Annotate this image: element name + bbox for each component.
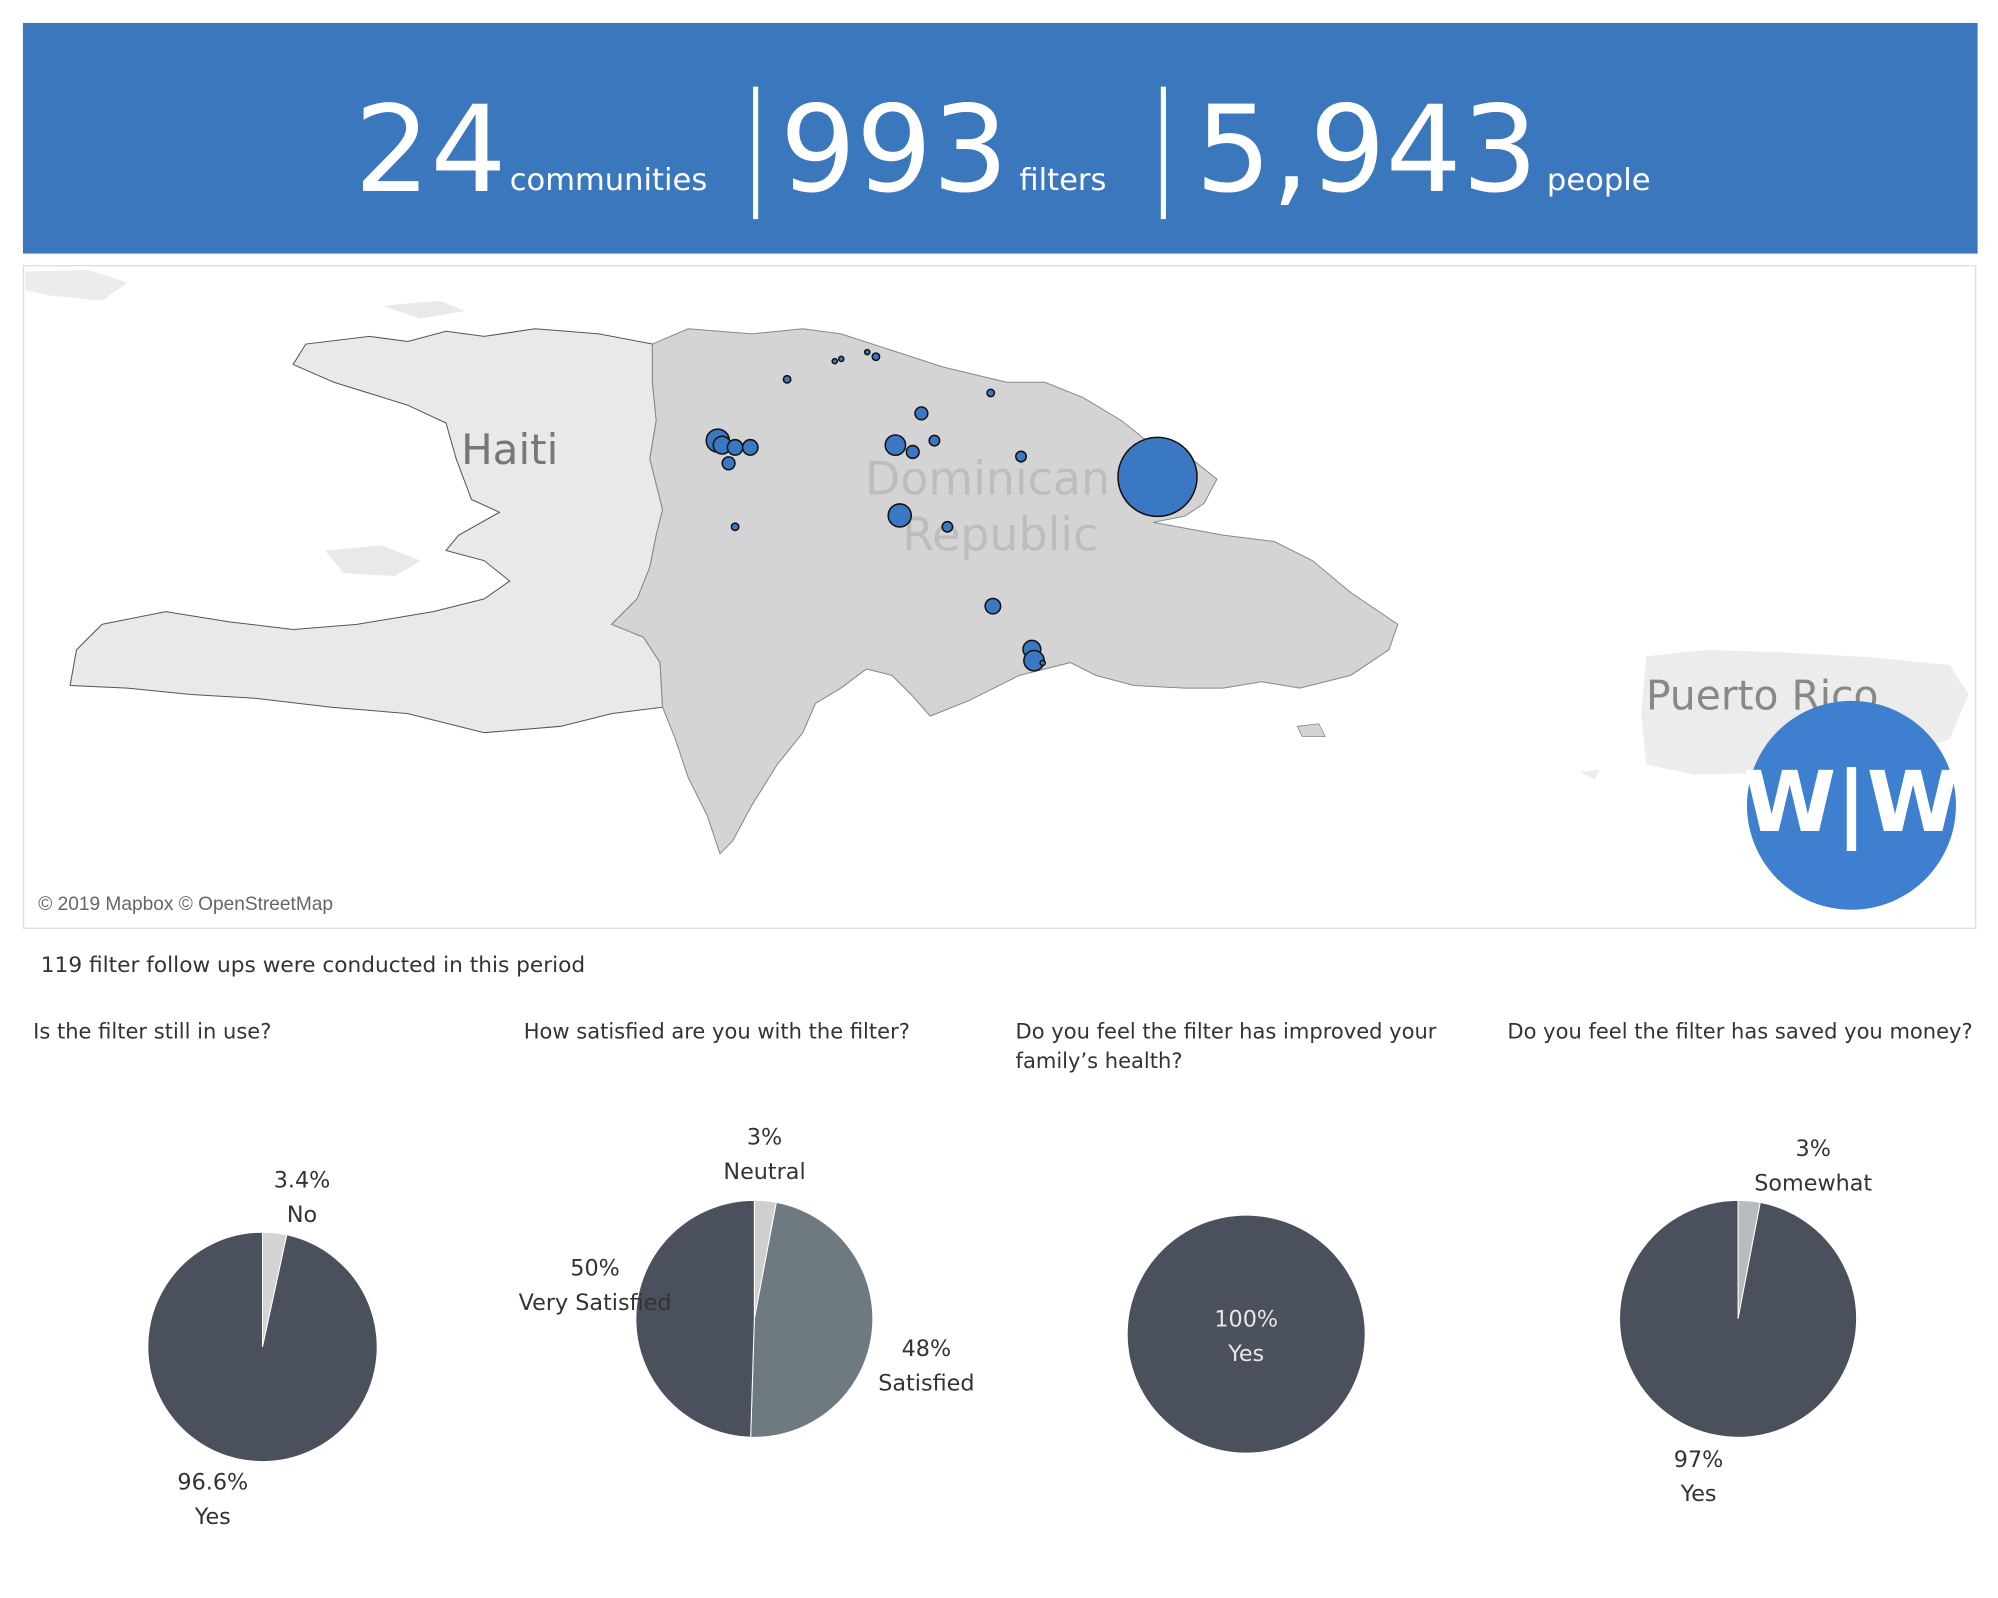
map-point (884, 434, 907, 457)
island-saona (1296, 723, 1326, 737)
category-label: No (287, 1202, 317, 1228)
data-label: 97% (1674, 1447, 1724, 1473)
data-label: 96.6% (177, 1470, 248, 1496)
stat-unit: filters (1019, 163, 1106, 198)
chart-title: Is the filter still in use? (33, 1019, 272, 1044)
pies: 3.4% No 96.6% Yes 3% Neutral 48% Satisfied 50% Ve… (147, 1124, 1872, 1530)
data-label: 3.4% (274, 1168, 331, 1194)
map-point (721, 456, 736, 471)
island-mona (1580, 769, 1600, 780)
map: Haiti Dominican Republic Puerto Rico © 20… (25, 270, 1969, 915)
logo: W|W (1743, 753, 1959, 851)
pie-slice (1127, 1215, 1365, 1453)
data-label: 50% (570, 1256, 620, 1282)
map-point (831, 357, 839, 365)
map-points (705, 348, 1198, 672)
chart-title: How satisfied are you with the filter? (523, 1019, 910, 1044)
data-label: 48% (902, 1336, 952, 1362)
map-label: Dominican Republic (865, 451, 1110, 561)
map-point (986, 388, 996, 398)
stat-unit: people (1547, 163, 1651, 198)
data-label: 100% (1214, 1307, 1278, 1333)
pie-slice (635, 1199, 755, 1438)
pie-slice (1619, 1199, 1858, 1438)
chart-title: Do you feel the filter has improved your… (1015, 1019, 1437, 1073)
map-point (941, 520, 954, 533)
header-bar (22, 22, 1978, 254)
island-tortuga (382, 300, 466, 319)
map-point (928, 434, 941, 447)
category-label: Satisfied (878, 1370, 974, 1396)
category-label: Yes (1680, 1481, 1717, 1507)
data-label: 3% (1796, 1136, 1831, 1162)
map-point (1039, 659, 1047, 667)
category-label: Neutral (723, 1159, 805, 1185)
map-point (730, 522, 740, 532)
map-point (871, 352, 881, 362)
category-label: Very Satisfied (519, 1290, 672, 1316)
chart-title: Do you feel the filter has saved you mon… (1507, 1019, 1973, 1044)
note: 119 filter follow ups were conducted in … (40, 953, 586, 979)
map-point (1117, 436, 1198, 518)
land-cuba (25, 270, 128, 301)
map-point (887, 503, 913, 528)
pie-slice (750, 1201, 874, 1438)
map-point (837, 355, 845, 363)
map-label: Haiti (461, 425, 558, 474)
data-label: 3% (747, 1124, 782, 1150)
map-point (726, 438, 744, 456)
pie-slice (147, 1231, 378, 1463)
map-point (863, 348, 871, 356)
header-stats: 24 communities 993 filters 5,943 people (354, 81, 1650, 220)
category-label: Yes (194, 1504, 231, 1530)
map-point (984, 597, 1002, 615)
category-label: Yes (1227, 1341, 1264, 1367)
map-point (1015, 450, 1028, 463)
stat-number: 993 (780, 81, 1009, 220)
map-point (741, 438, 759, 456)
map-point (782, 374, 792, 384)
stat-number: 5,943 (1195, 81, 1538, 220)
stat-unit: communities (510, 163, 708, 198)
island-gonave (324, 545, 421, 576)
land-dominican-republic (610, 328, 1399, 855)
map-point (905, 444, 920, 460)
stat-number: 24 (354, 81, 506, 220)
logo-circle (1746, 700, 1956, 910)
map-attribution: © 2019 Mapbox © OpenStreetMap (38, 894, 333, 915)
category-label: Somewhat (1754, 1170, 1872, 1196)
map-point (914, 406, 929, 421)
